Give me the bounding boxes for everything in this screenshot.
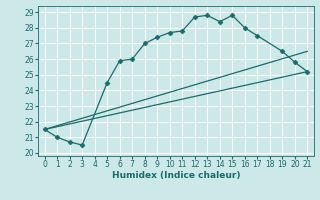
X-axis label: Humidex (Indice chaleur): Humidex (Indice chaleur)	[112, 171, 240, 180]
